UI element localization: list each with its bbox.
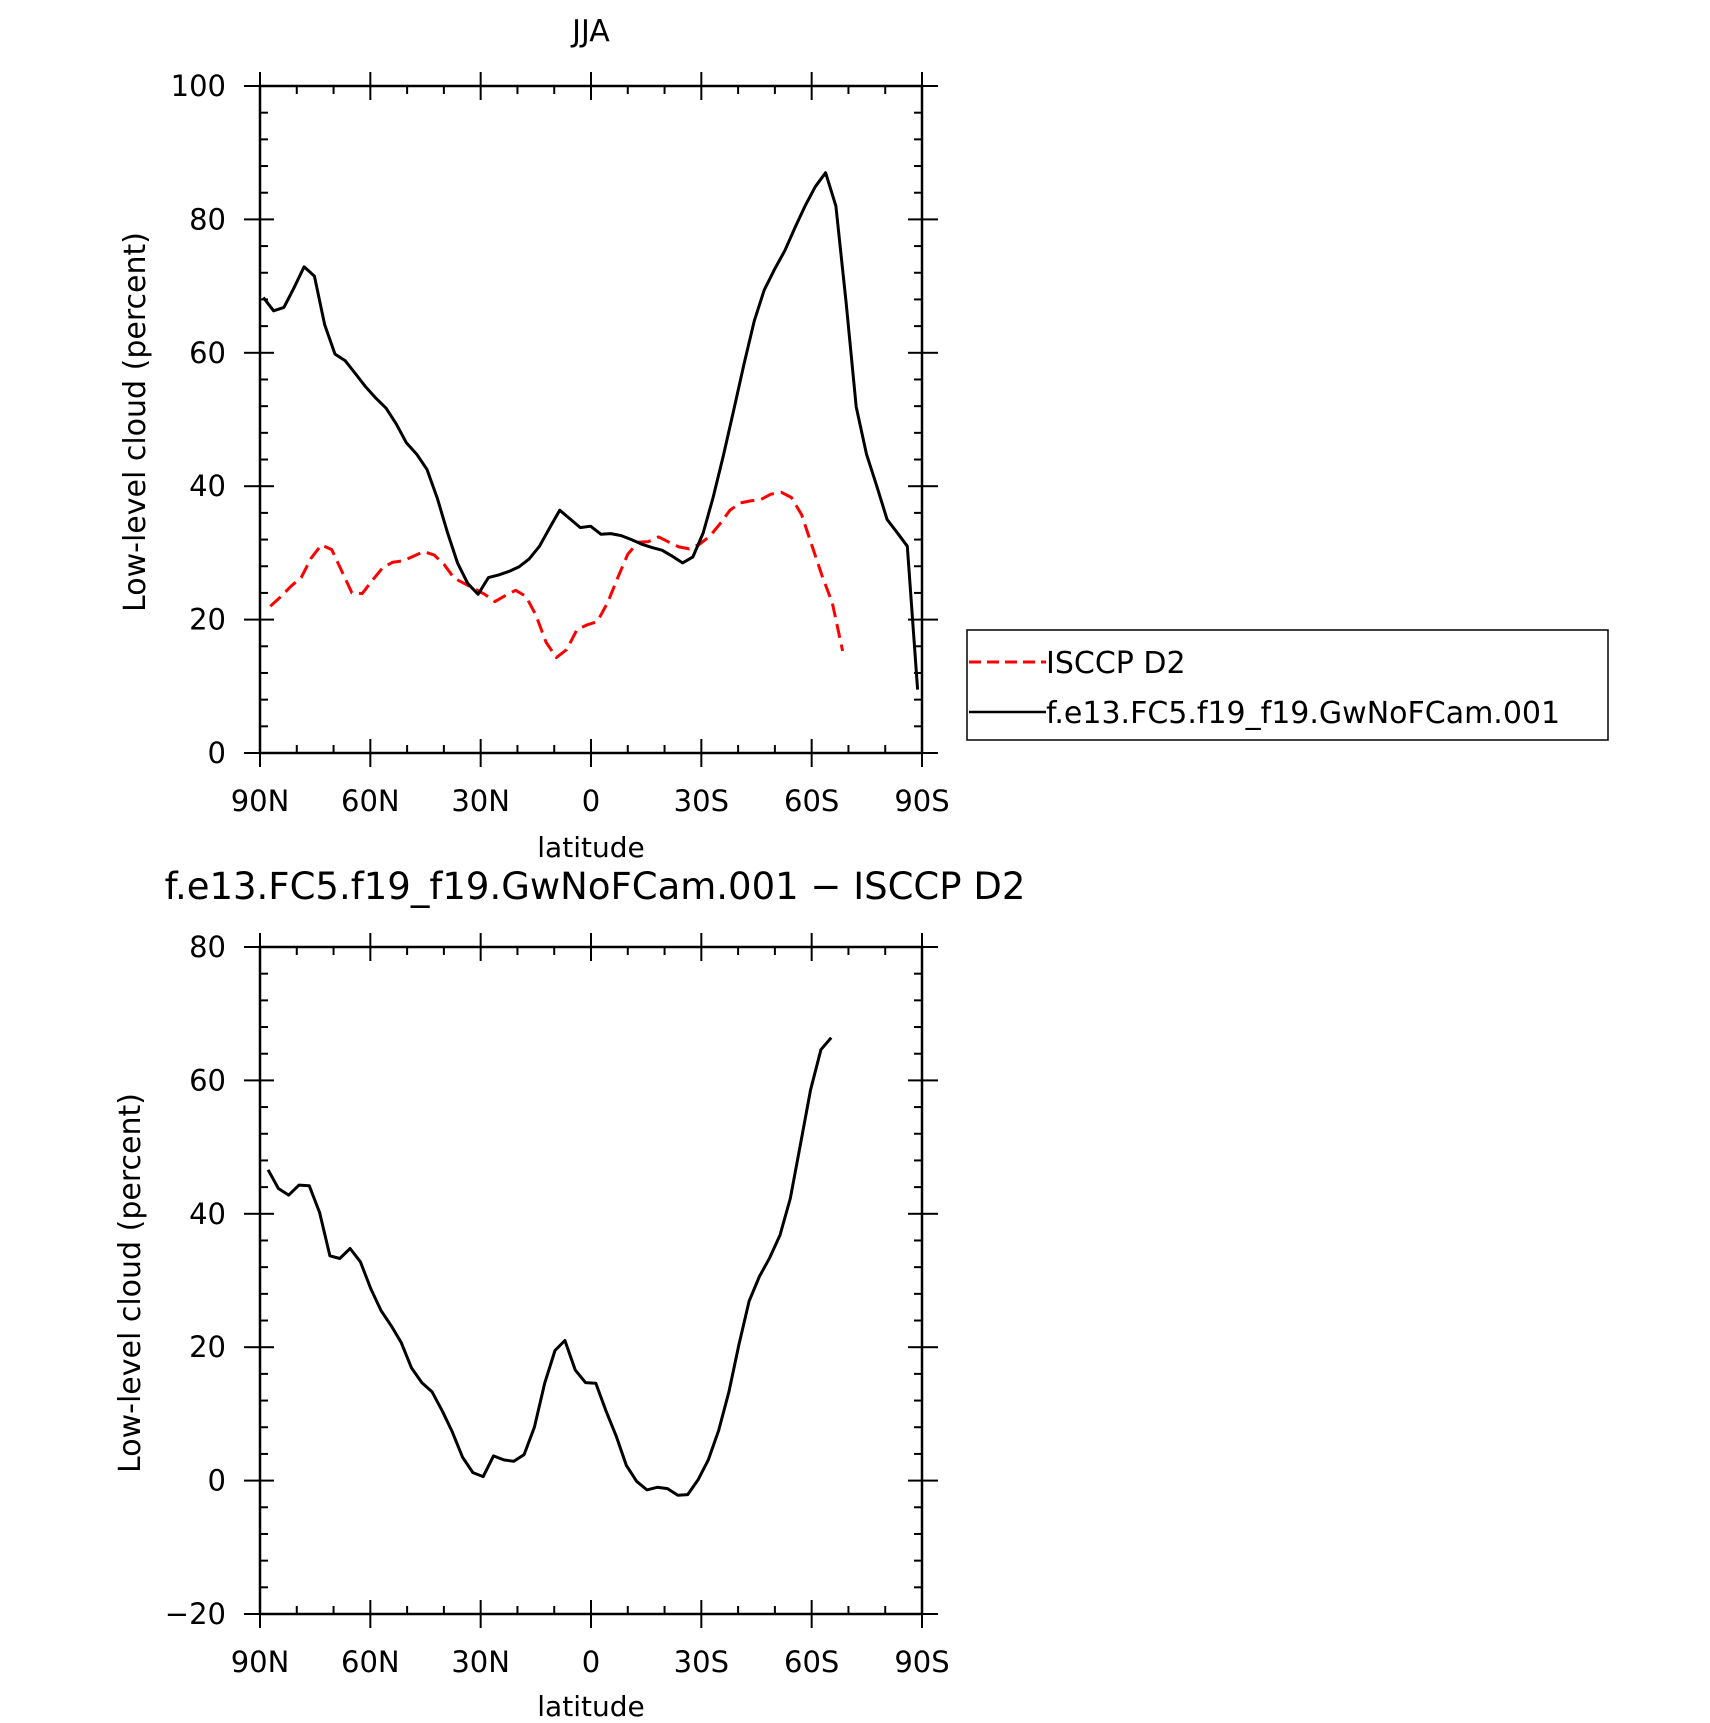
x-tick-label: 30S	[674, 1645, 729, 1679]
legend-label-model: f.e13.FC5.f19_f19.GwNoFCam.001	[1046, 696, 1560, 731]
x-tick-label: 60N	[341, 1645, 400, 1679]
x-tick-label: 90S	[894, 1645, 949, 1679]
tick-marks	[244, 72, 938, 767]
x-tick-label: 60S	[784, 784, 839, 818]
y-tick-label: 40	[189, 1197, 226, 1231]
x-tick-label: 0	[582, 1645, 600, 1679]
plot-frame	[258, 84, 924, 755]
panel-top: JJA Low-level cloud (percent) latitude 9…	[118, 14, 950, 864]
y-axis-label: Low-level cloud (percent)	[118, 232, 153, 612]
chart-title: f.e13.FC5.f19_f19.GwNoFCam.001 − ISCCP D…	[165, 865, 1026, 908]
y-tick-label: 80	[189, 202, 226, 236]
x-tick-label: 90S	[894, 784, 949, 818]
panel-bottom: f.e13.FC5.f19_f19.GwNoFCam.001 − ISCCP D…	[113, 865, 1025, 1723]
series-line-1	[262, 171, 920, 690]
series-line-0	[269, 490, 845, 660]
tick-labels: 90N 60N 30N 0 30S 60S 90S 0 20 40 60 80 100	[171, 69, 950, 818]
x-axis-label: latitude	[537, 831, 644, 864]
plot-frame	[258, 945, 924, 1616]
tick-marks	[244, 933, 938, 1628]
x-tick-label: 60N	[341, 784, 400, 818]
series-lines	[262, 171, 920, 690]
y-tick-label: 40	[189, 469, 226, 503]
x-tick-label: 90N	[231, 784, 290, 818]
y-tick-label: 60	[189, 336, 226, 370]
legend: ISCCP D2 f.e13.FC5.f19_f19.GwNoFCam.001	[966, 629, 1609, 741]
y-tick-label: −20	[165, 1597, 226, 1631]
y-tick-label: 20	[189, 603, 226, 637]
series-lines	[266, 1036, 833, 1497]
y-axis-label: Low-level cloud (percent)	[113, 1093, 148, 1473]
x-tick-label: 30N	[451, 1645, 510, 1679]
chart-title: JJA	[570, 14, 610, 49]
x-tick-label: 90N	[231, 1645, 290, 1679]
x-tick-label: 30S	[674, 784, 729, 818]
y-tick-label: 0	[208, 1464, 226, 1498]
y-tick-label: 0	[208, 736, 226, 770]
y-tick-label: 60	[189, 1063, 226, 1097]
x-tick-label: 0	[582, 784, 600, 818]
legend-label-isccp: ISCCP D2	[1046, 646, 1186, 681]
x-tick-label: 30N	[451, 784, 510, 818]
tick-labels: 90N 60N 30N 0 30S 60S 90S −20 0 20 40 60 80	[165, 930, 950, 1679]
y-tick-label: 80	[189, 930, 226, 964]
x-tick-label: 60S	[784, 1645, 839, 1679]
y-tick-label: 20	[189, 1330, 226, 1364]
y-tick-label: 100	[171, 69, 226, 103]
series-line-0	[266, 1036, 833, 1497]
x-axis-label: latitude	[537, 1690, 644, 1723]
legend-box	[966, 629, 1609, 741]
